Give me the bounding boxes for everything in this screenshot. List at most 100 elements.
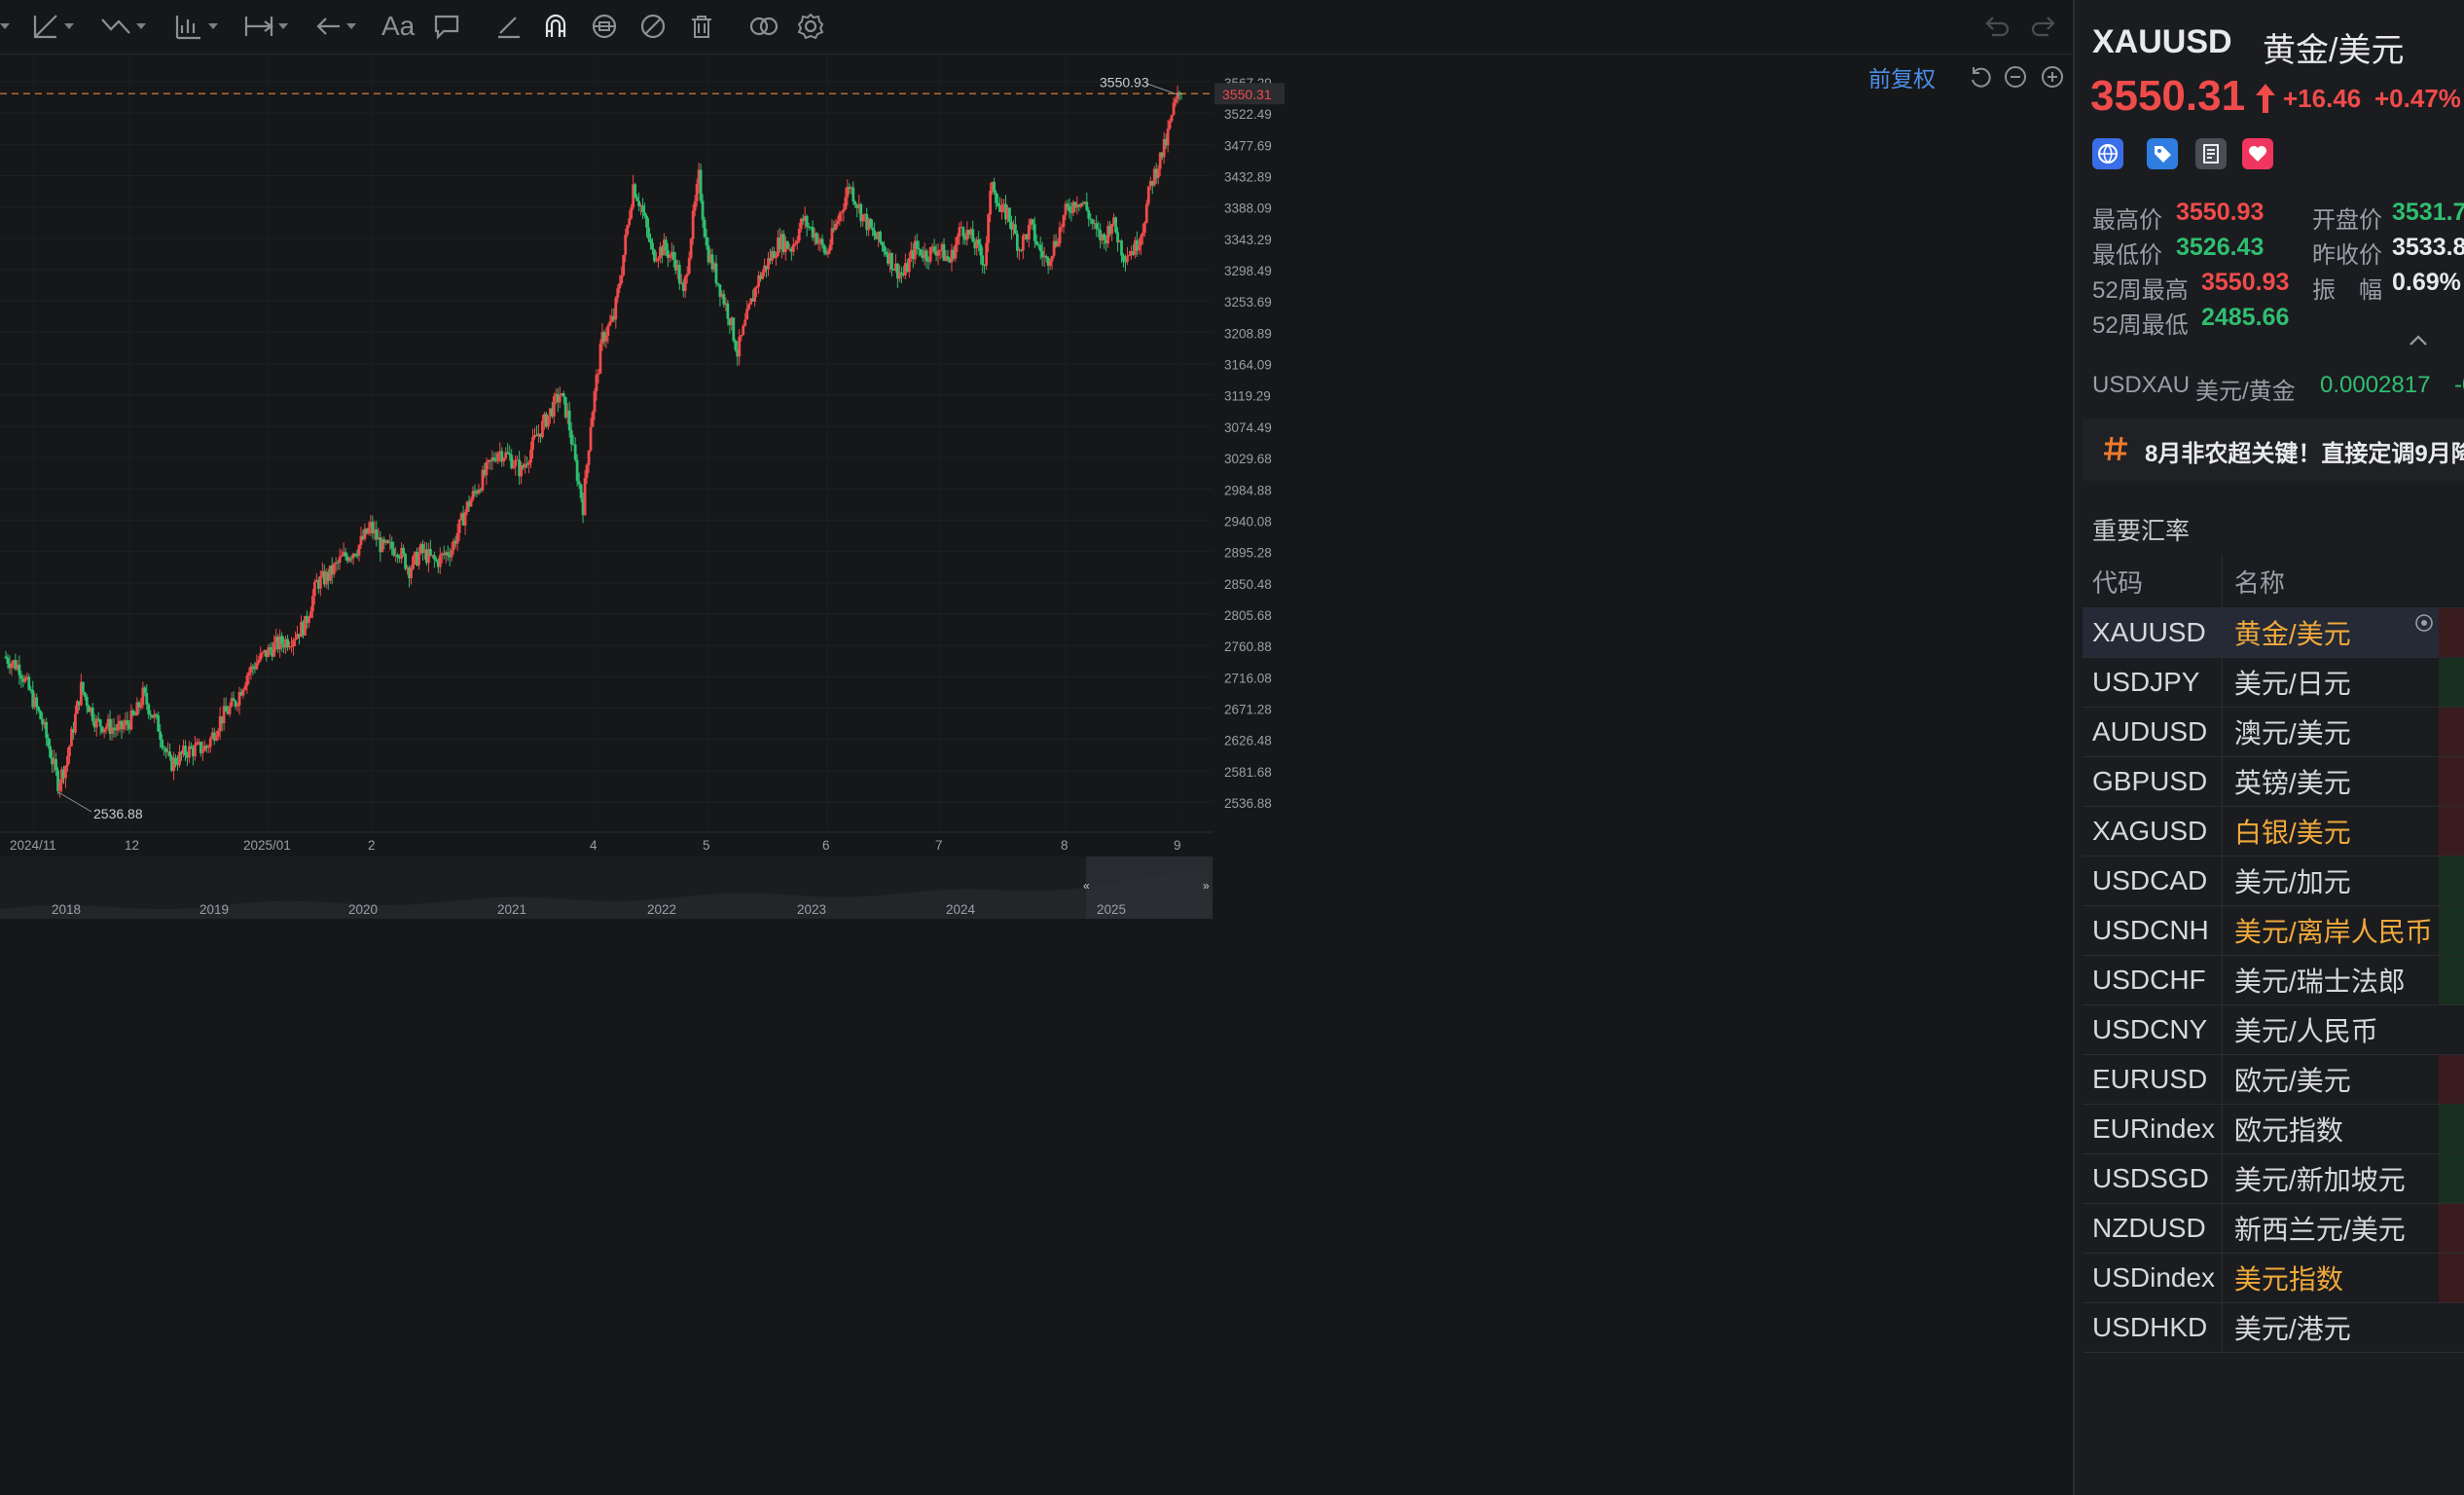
arrow-tool[interactable] bbox=[313, 10, 356, 43]
candle-body bbox=[610, 315, 614, 322]
candle-body bbox=[512, 466, 516, 469]
candle-body bbox=[178, 751, 181, 765]
candle-body bbox=[87, 706, 91, 712]
rate-row-usdhkd[interactable]: USDHKD 美元/港元 bbox=[2083, 1302, 2464, 1353]
candle-body bbox=[12, 660, 16, 664]
candlestick-chart[interactable]: 3567.293522.493477.693432.893388.093343.… bbox=[0, 55, 2073, 1495]
candle-body bbox=[926, 261, 930, 263]
candle-body bbox=[110, 727, 114, 735]
text-tool[interactable]: Aa bbox=[381, 10, 415, 43]
news-banner[interactable] bbox=[2083, 419, 2464, 481]
ruler-tool[interactable] bbox=[494, 10, 524, 43]
candle-body bbox=[37, 707, 41, 711]
candle-body bbox=[324, 571, 328, 585]
rate-row-audusd[interactable]: AUDUSD 澳元/美元 bbox=[2083, 707, 2464, 757]
rate-row-usdchf[interactable]: USDCHF 美元/瑞士法郎 bbox=[2083, 955, 2464, 1005]
hide-drawing-tool[interactable] bbox=[638, 10, 668, 43]
candle-body bbox=[265, 649, 269, 657]
delete-tool[interactable] bbox=[687, 10, 716, 43]
column-header-code[interactable]: 代码 bbox=[2083, 555, 2223, 608]
rate-trend-cell bbox=[2439, 806, 2464, 857]
rate-row-xauusd[interactable]: XAUUSD 黄金/美元 bbox=[2083, 607, 2464, 658]
magnet-tool[interactable] bbox=[541, 10, 570, 43]
stat-52w-high-label: 52周最高 bbox=[2092, 277, 2189, 304]
candle-body bbox=[204, 746, 208, 748]
redo-icon bbox=[2031, 17, 2055, 37]
tag-button[interactable] bbox=[2147, 138, 2178, 169]
candle-body bbox=[705, 237, 708, 246]
candle-body bbox=[602, 332, 606, 342]
candle-body bbox=[662, 239, 666, 256]
rate-row-usdcnh[interactable]: USDCNH 美元/离岸人民币 bbox=[2083, 905, 2464, 956]
candle-body bbox=[1036, 244, 1040, 246]
zoom-in-button[interactable] bbox=[2040, 64, 2065, 94]
rate-row-eurindex[interactable]: EURindex 欧元指数 bbox=[2083, 1104, 2464, 1154]
candle-body bbox=[543, 414, 546, 421]
column-header-name[interactable]: 名称 bbox=[2222, 555, 2440, 608]
reset-chart-button[interactable] bbox=[1968, 64, 1993, 94]
settings-tool[interactable] bbox=[796, 10, 825, 43]
measure-tool[interactable] bbox=[243, 10, 288, 43]
candle-body bbox=[1025, 234, 1029, 240]
candle-body bbox=[865, 213, 869, 231]
candle-body bbox=[108, 718, 112, 735]
time-tick-label: 2024/11 bbox=[10, 838, 56, 853]
watch-eye-icon[interactable] bbox=[2413, 612, 2435, 634]
rate-code: EURUSD bbox=[2083, 1054, 2223, 1105]
candle-body bbox=[934, 251, 938, 256]
candle-body bbox=[875, 236, 878, 239]
candle-body bbox=[56, 770, 59, 791]
polyline-tool[interactable] bbox=[99, 10, 146, 43]
news-headline[interactable]: 8月非农超关键！直接定调9月降 bbox=[2145, 441, 2464, 467]
candle-body bbox=[139, 705, 143, 708]
candle-body bbox=[647, 227, 650, 239]
comment-tool[interactable] bbox=[432, 10, 461, 43]
rate-name: 美元/瑞士法郎 bbox=[2222, 955, 2440, 1005]
time-tick-label: 7 bbox=[935, 838, 943, 853]
candle-body bbox=[890, 252, 893, 270]
candle-body bbox=[151, 714, 155, 718]
rate-row-usdindex[interactable]: USDindex 美元指数 bbox=[2083, 1253, 2464, 1303]
candle-body bbox=[432, 555, 436, 560]
rate-row-usdcny[interactable]: USDCNY 美元/人民币 bbox=[2083, 1004, 2464, 1055]
time-axis[interactable]: 2024/11 12 2025/01 2 4 5 6 7 8 9 bbox=[0, 831, 1213, 853]
rate-row-usdsgd[interactable]: USDSGD 美元/新加坡元 bbox=[2083, 1153, 2464, 1204]
zoom-out-button[interactable] bbox=[2003, 64, 2028, 94]
price-tick-label: 2940.08 bbox=[1224, 514, 1272, 529]
collapse-stats-icon[interactable] bbox=[2408, 333, 2429, 346]
rate-row-usdjpy[interactable]: USDJPY 美元/日元 bbox=[2083, 657, 2464, 708]
note-button[interactable] bbox=[2195, 138, 2227, 169]
indicator-tool[interactable] bbox=[173, 10, 218, 43]
range-navigator[interactable]: « » 2018 2019 2020 2021 2022 2023 2024 2025 bbox=[0, 857, 1213, 919]
collapse-caret[interactable] bbox=[0, 10, 10, 43]
rate-row-usdcad[interactable]: USDCAD 美元/加元 bbox=[2083, 856, 2464, 906]
candle-body bbox=[618, 283, 622, 289]
rate-row-xagusd[interactable]: XAGUSD 白银/美元 bbox=[2083, 806, 2464, 857]
lock-drawing-tool[interactable] bbox=[590, 10, 619, 43]
candle-body bbox=[924, 250, 928, 262]
candle-body bbox=[79, 681, 83, 706]
candle-body bbox=[569, 430, 573, 445]
trend-line-icon bbox=[33, 15, 57, 39]
rate-row-nzdusd[interactable]: NZDUSD 新西兰元/美元 bbox=[2083, 1203, 2464, 1254]
candle-body bbox=[218, 715, 222, 731]
price-adjust-label[interactable]: 前复权 bbox=[1868, 66, 1936, 91]
globe-button[interactable] bbox=[2092, 138, 2123, 169]
undo-button[interactable] bbox=[1980, 10, 2011, 43]
rate-row-eurusd[interactable]: EURUSD 欧元/美元 bbox=[2083, 1054, 2464, 1105]
candle-body bbox=[375, 529, 379, 540]
redo-button[interactable] bbox=[2029, 10, 2060, 43]
favorite-button[interactable] bbox=[2242, 138, 2273, 169]
candle-body bbox=[826, 250, 830, 255]
trend-line-tool[interactable] bbox=[31, 10, 74, 43]
price-axis[interactable]: 3567.293522.493477.693432.893388.093343.… bbox=[1213, 55, 1286, 841]
price-tick-label: 3432.89 bbox=[1224, 170, 1272, 185]
candle-body bbox=[940, 243, 944, 251]
candle-body bbox=[887, 254, 889, 264]
related-code[interactable]: USDXAU bbox=[2092, 372, 2191, 398]
candle-body bbox=[47, 738, 51, 747]
related-name[interactable]: 美元/黄金 bbox=[2195, 379, 2296, 405]
rate-row-gbpusd[interactable]: GBPUSD 英镑/美元 bbox=[2083, 756, 2464, 807]
compare-tool[interactable] bbox=[747, 10, 780, 43]
candle-body bbox=[508, 453, 512, 456]
